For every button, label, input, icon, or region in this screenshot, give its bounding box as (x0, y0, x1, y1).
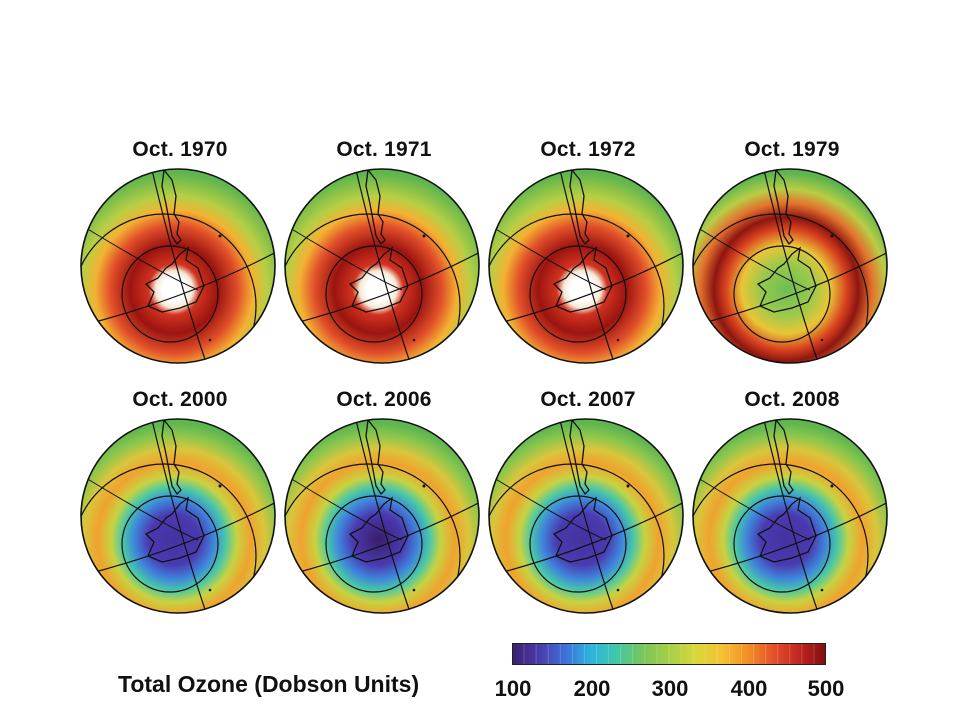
ozone-globe (80, 418, 276, 614)
ozone-globe (488, 168, 684, 364)
panel-title: Oct. 1970 (132, 138, 228, 161)
panel-title: Oct. 2000 (132, 388, 228, 411)
colorbar (512, 643, 826, 665)
panel-title: Oct. 1979 (744, 138, 840, 161)
panel-title: Oct. 1971 (336, 138, 432, 161)
colorbar-tick-label: 500 (807, 676, 845, 701)
panel-title: Oct. 2007 (540, 388, 636, 411)
ozone-globe (80, 168, 276, 364)
ozone-globe (488, 418, 684, 614)
panel-title: Oct. 2006 (336, 388, 432, 411)
colorbar-tick-label: 200 (573, 676, 611, 701)
panel-title: Oct. 1972 (540, 138, 636, 161)
ozone-globe (284, 168, 480, 364)
legend-title: Total Ozone (Dobson Units) (118, 671, 420, 697)
ozone-globe (692, 168, 888, 364)
ozone-globe (284, 418, 480, 614)
colorbar-tick-label: 100 (494, 676, 532, 701)
colorbar-tick-label: 300 (651, 676, 689, 701)
ozone-globe (692, 418, 888, 614)
colorbar-tick-label: 400 (730, 676, 768, 701)
panel-title: Oct. 2008 (744, 388, 840, 411)
